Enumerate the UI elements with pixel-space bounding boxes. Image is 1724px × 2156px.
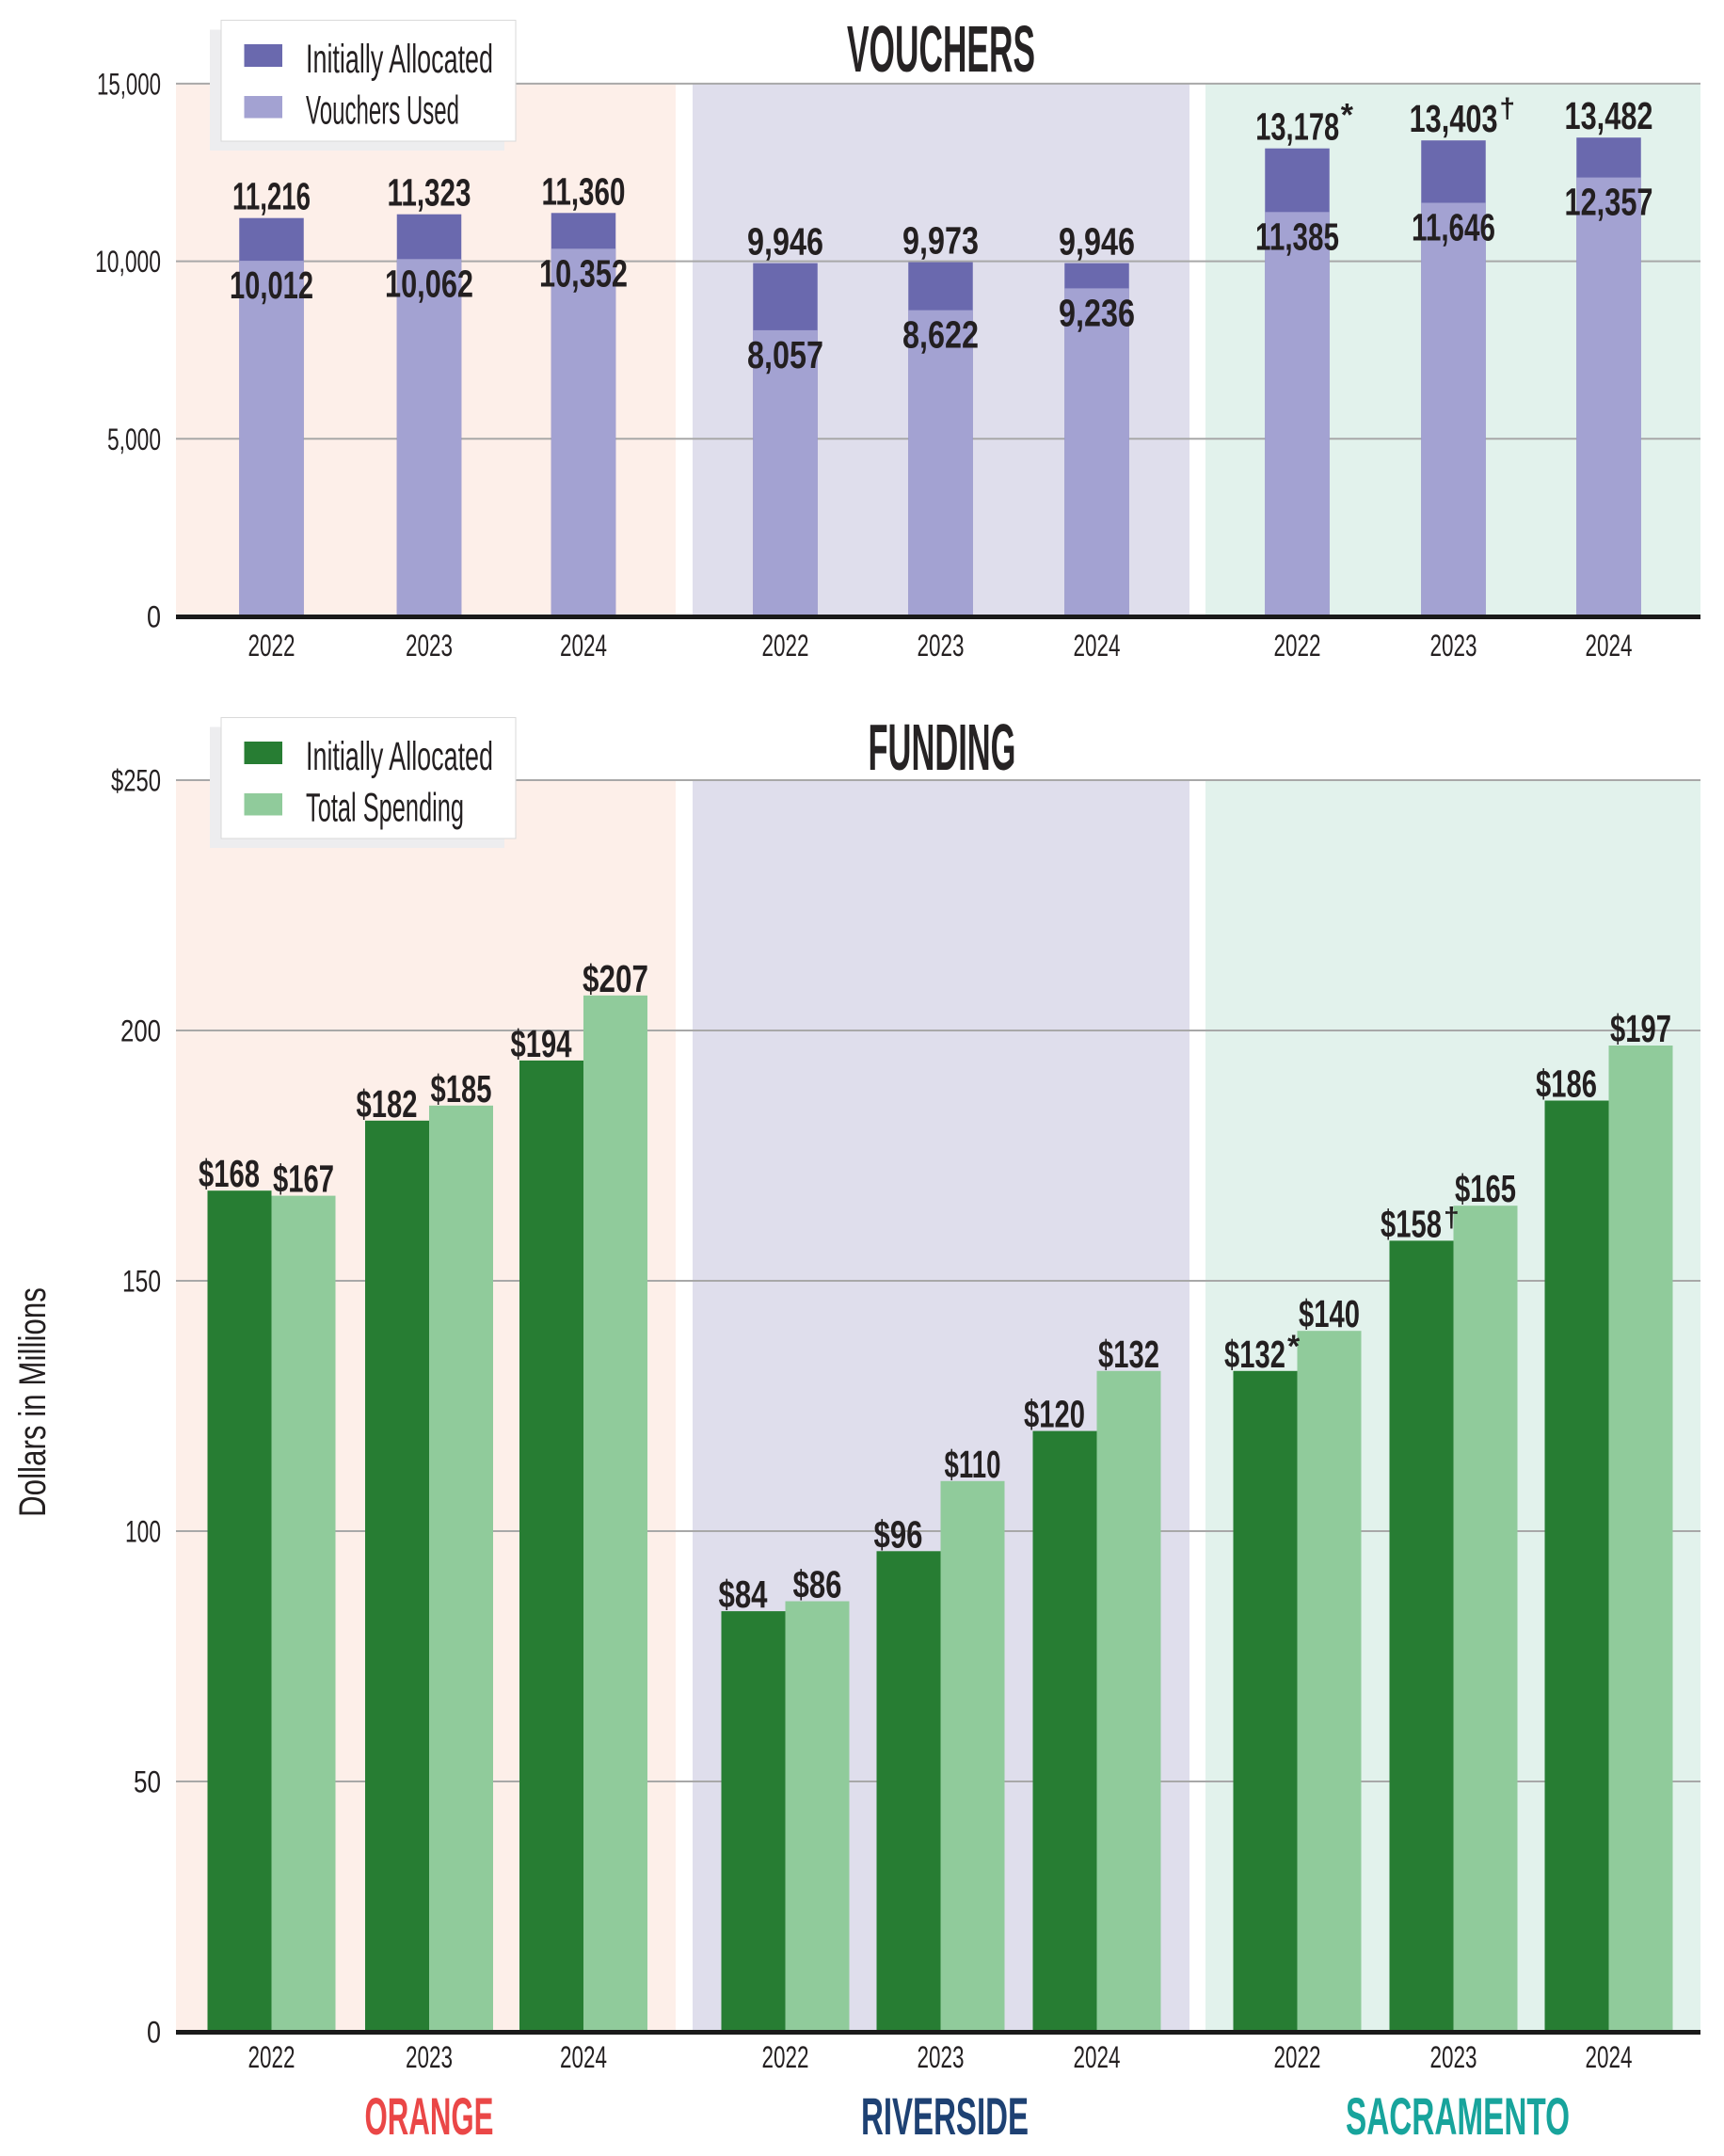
svg-text:11,385: 11,385 bbox=[1255, 215, 1339, 258]
svg-text:2022: 2022 bbox=[1274, 629, 1321, 663]
svg-text:8,622: 8,622 bbox=[902, 313, 979, 357]
svg-text:$207: $207 bbox=[583, 957, 648, 1000]
svg-text:$185: $185 bbox=[431, 1067, 492, 1110]
svg-text:ORANGE: ORANGE bbox=[365, 2086, 494, 2146]
svg-text:10,352: 10,352 bbox=[539, 251, 628, 295]
svg-text:$120: $120 bbox=[1024, 1393, 1085, 1436]
svg-text:RIVERSIDE: RIVERSIDE bbox=[861, 2086, 1029, 2146]
svg-text:$110: $110 bbox=[945, 1443, 1001, 1486]
svg-text:2024: 2024 bbox=[1586, 2040, 1633, 2074]
svg-text:$168: $168 bbox=[199, 1152, 260, 1195]
svg-text:100: 100 bbox=[125, 1515, 161, 1549]
svg-text:200: 200 bbox=[120, 1014, 161, 1048]
svg-text:†: † bbox=[1499, 93, 1515, 124]
svg-text:2022: 2022 bbox=[762, 2040, 809, 2074]
svg-text:2022: 2022 bbox=[248, 629, 295, 663]
svg-text:$182: $182 bbox=[357, 1082, 418, 1126]
svg-text:2023: 2023 bbox=[1430, 2040, 1477, 2074]
svg-text:150: 150 bbox=[122, 1265, 161, 1299]
svg-text:Dollars in Millions: Dollars in Millions bbox=[12, 1287, 54, 1517]
svg-text:0: 0 bbox=[147, 600, 161, 634]
svg-text:Vouchers Used: Vouchers Used bbox=[306, 88, 459, 134]
svg-text:13,482: 13,482 bbox=[1565, 94, 1653, 137]
svg-text:*: * bbox=[1287, 1329, 1301, 1365]
svg-text:13,403: 13,403 bbox=[1410, 97, 1498, 140]
svg-text:2023: 2023 bbox=[918, 629, 965, 663]
svg-text:2022: 2022 bbox=[1274, 2040, 1321, 2074]
svg-text:Total Spending: Total Spending bbox=[306, 786, 464, 831]
svg-text:5,000: 5,000 bbox=[107, 423, 161, 456]
svg-text:11,323: 11,323 bbox=[388, 171, 471, 215]
svg-text:10,000: 10,000 bbox=[95, 245, 161, 279]
svg-text:8,057: 8,057 bbox=[747, 333, 823, 376]
svg-text:9,946: 9,946 bbox=[1059, 220, 1135, 264]
svg-text:50: 50 bbox=[134, 1765, 161, 1799]
svg-text:11,216: 11,216 bbox=[232, 175, 311, 218]
svg-text:13,178: 13,178 bbox=[1255, 105, 1339, 149]
svg-text:$86: $86 bbox=[793, 1563, 842, 1606]
svg-text:$194: $194 bbox=[511, 1022, 572, 1065]
svg-text:12,357: 12,357 bbox=[1565, 181, 1653, 224]
svg-text:$132: $132 bbox=[1098, 1333, 1159, 1376]
svg-text:$186: $186 bbox=[1536, 1062, 1597, 1106]
svg-text:$250: $250 bbox=[111, 764, 161, 798]
svg-text:$132: $132 bbox=[1224, 1333, 1285, 1376]
svg-text:2024: 2024 bbox=[560, 629, 607, 663]
svg-text:$96: $96 bbox=[874, 1512, 923, 1556]
svg-text:Initially Allocated: Initially Allocated bbox=[306, 734, 493, 779]
svg-text:0: 0 bbox=[147, 2016, 161, 2050]
svg-text:2024: 2024 bbox=[560, 2040, 607, 2074]
svg-text:10,012: 10,012 bbox=[230, 264, 313, 307]
svg-text:$140: $140 bbox=[1299, 1292, 1360, 1335]
svg-text:Initially Allocated: Initially Allocated bbox=[306, 37, 493, 82]
svg-text:15,000: 15,000 bbox=[97, 67, 161, 101]
svg-text:2023: 2023 bbox=[918, 2040, 965, 2074]
svg-text:2024: 2024 bbox=[1074, 629, 1121, 663]
svg-text:9,973: 9,973 bbox=[902, 219, 979, 263]
svg-text:*: * bbox=[1341, 98, 1354, 134]
svg-text:2022: 2022 bbox=[248, 2040, 295, 2074]
svg-text:2023: 2023 bbox=[406, 2040, 453, 2074]
svg-text:10,062: 10,062 bbox=[385, 262, 473, 305]
svg-text:2022: 2022 bbox=[762, 629, 809, 663]
svg-text:2024: 2024 bbox=[1074, 2040, 1121, 2074]
svg-text:†: † bbox=[1444, 1202, 1460, 1233]
svg-text:SACRAMENTO: SACRAMENTO bbox=[1346, 2086, 1570, 2146]
svg-text:2024: 2024 bbox=[1586, 629, 1633, 663]
svg-text:11,646: 11,646 bbox=[1412, 206, 1495, 249]
svg-text:VOUCHERS: VOUCHERS bbox=[847, 12, 1035, 86]
svg-text:$167: $167 bbox=[273, 1158, 334, 1201]
svg-text:$84: $84 bbox=[719, 1573, 768, 1616]
svg-text:2023: 2023 bbox=[406, 629, 453, 663]
svg-text:$158: $158 bbox=[1381, 1202, 1442, 1245]
svg-text:9,236: 9,236 bbox=[1059, 291, 1135, 334]
svg-text:FUNDING: FUNDING bbox=[869, 711, 1016, 784]
svg-text:9,946: 9,946 bbox=[747, 220, 823, 264]
svg-text:2023: 2023 bbox=[1430, 629, 1477, 663]
svg-text:11,360: 11,360 bbox=[542, 169, 626, 213]
svg-text:$165: $165 bbox=[1455, 1167, 1516, 1210]
svg-text:$197: $197 bbox=[1610, 1007, 1671, 1050]
